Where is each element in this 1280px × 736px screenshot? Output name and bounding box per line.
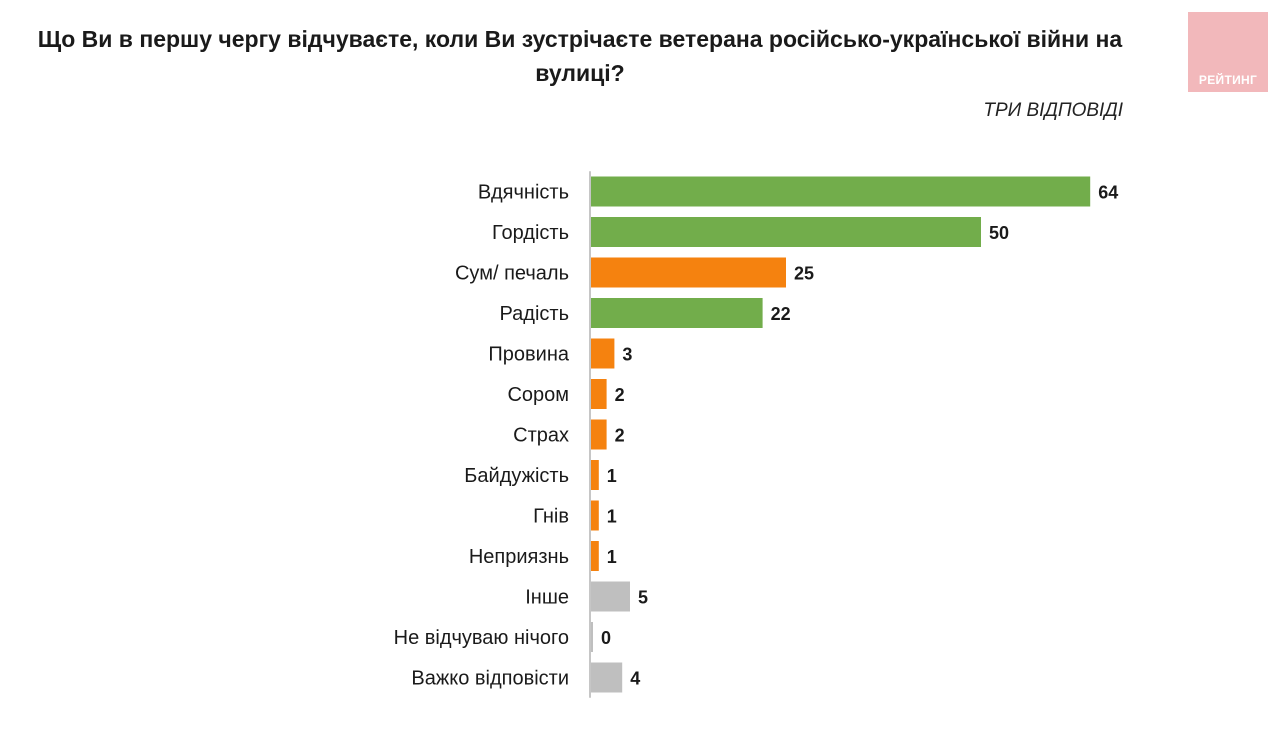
bar [591, 379, 607, 409]
category-label: Неприязнь [469, 546, 569, 568]
category-label: Інше [525, 587, 569, 609]
value-label: 5 [638, 588, 648, 608]
value-label: 4 [630, 669, 640, 689]
logo-text: РЕЙТИНГ [1198, 73, 1258, 87]
value-label: 1 [607, 547, 617, 567]
value-label: 3 [622, 345, 632, 365]
category-label: Сум/ печаль [455, 263, 569, 285]
value-label: 1 [607, 466, 617, 486]
bar [591, 541, 599, 571]
category-label: Не відчуваю нічого [394, 627, 569, 649]
value-label: 1 [607, 507, 617, 527]
bar [591, 419, 607, 450]
category-label: Страх [513, 425, 569, 447]
bar [591, 622, 593, 652]
bar [591, 500, 599, 531]
category-label: Провина [488, 344, 569, 366]
category-label: Сором [507, 384, 569, 406]
chart-title: Що Ви в першу чергу відчуваєте, коли Ви … [37, 26, 1123, 86]
bar [591, 460, 599, 490]
chart-subtitle: ТРИ ВІДПОВІДІ [983, 100, 1123, 121]
value-label: 0 [601, 628, 611, 648]
bar [591, 257, 786, 288]
category-label: Радість [500, 303, 570, 325]
value-label: 22 [771, 304, 791, 324]
category-label: Гордість [492, 222, 569, 244]
bar [591, 662, 623, 693]
bar [591, 176, 1091, 207]
bar [591, 581, 630, 612]
value-label: 2 [615, 426, 625, 446]
value-label: 64 [1098, 183, 1118, 203]
bar [591, 298, 763, 328]
value-label: 25 [794, 264, 814, 284]
category-label: Байдужість [464, 465, 569, 487]
value-label: 50 [989, 223, 1009, 243]
bar [591, 217, 981, 247]
category-label: Важко відповісти [411, 668, 569, 690]
category-label: Гнів [533, 506, 569, 528]
bar [591, 338, 615, 369]
value-label: 2 [615, 385, 625, 405]
category-label: Вдячність [478, 182, 569, 204]
rating-logo: РЕЙТИНГ [1188, 12, 1268, 92]
